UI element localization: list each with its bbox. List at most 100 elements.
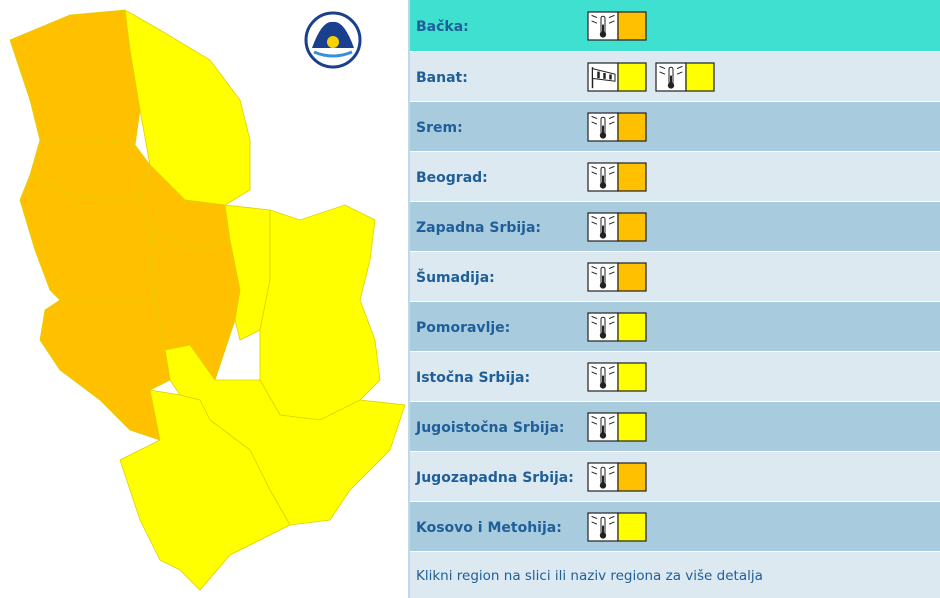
table-row bbox=[410, 152, 940, 202]
ray bbox=[591, 471, 598, 475]
ray bbox=[591, 421, 598, 425]
map-region[interactable] bbox=[259, 204, 381, 421]
ray bbox=[659, 65, 666, 70]
ray bbox=[608, 471, 615, 475]
ray bbox=[591, 365, 598, 370]
ray bbox=[608, 521, 615, 525]
temperature-icon bbox=[587, 312, 619, 342]
ray bbox=[676, 65, 683, 70]
map-region[interactable] bbox=[9, 9, 141, 146]
temperature-icon bbox=[587, 462, 619, 492]
ray bbox=[591, 171, 598, 175]
ray bbox=[591, 371, 598, 375]
temperature-icon bbox=[587, 162, 619, 192]
table-row bbox=[410, 302, 940, 352]
ray bbox=[608, 14, 615, 19]
region-name[interactable]: Istočna Srbija: bbox=[416, 370, 530, 386]
table-row bbox=[410, 402, 940, 452]
region-name[interactable]: Šumadija: bbox=[416, 268, 495, 286]
ray bbox=[591, 415, 598, 420]
ray bbox=[591, 115, 598, 120]
warning-level bbox=[617, 112, 647, 142]
ray bbox=[608, 465, 615, 470]
table-row bbox=[410, 352, 940, 402]
ray bbox=[591, 321, 598, 325]
ray bbox=[608, 165, 615, 170]
map bbox=[9, 9, 406, 591]
region-name[interactable]: Banat: bbox=[416, 70, 468, 86]
temperature-icon bbox=[587, 11, 619, 41]
ray bbox=[591, 515, 598, 520]
wind-icon bbox=[587, 62, 619, 92]
warning-level bbox=[617, 212, 647, 242]
ray bbox=[591, 14, 598, 19]
ray bbox=[608, 371, 615, 375]
thermo-bulb bbox=[667, 82, 675, 89]
logo bbox=[304, 11, 362, 69]
warning-level bbox=[617, 162, 647, 192]
ray bbox=[608, 215, 615, 220]
ray bbox=[608, 321, 615, 325]
ray bbox=[608, 121, 615, 125]
ray bbox=[608, 115, 615, 120]
warning-level bbox=[617, 62, 647, 92]
ray bbox=[608, 365, 615, 370]
warning-level bbox=[617, 512, 647, 542]
ray bbox=[591, 265, 598, 270]
ray bbox=[608, 265, 615, 270]
ray bbox=[608, 171, 615, 175]
map-region[interactable] bbox=[124, 9, 251, 206]
ray bbox=[591, 315, 598, 320]
warning-level bbox=[617, 11, 647, 41]
ray bbox=[591, 20, 598, 24]
table-row bbox=[410, 502, 940, 552]
region-name[interactable]: Kosovo i Metohija: bbox=[416, 520, 562, 536]
region-name[interactable]: Beograd: bbox=[416, 170, 488, 186]
ray bbox=[608, 221, 615, 225]
region-name[interactable]: Srem: bbox=[416, 120, 463, 136]
ray bbox=[676, 71, 683, 75]
region-name[interactable]: Jugozapadna Srbija: bbox=[415, 470, 574, 486]
warning-level bbox=[685, 62, 715, 92]
ray bbox=[608, 271, 615, 275]
temperature-icon bbox=[587, 212, 619, 242]
temperature-icon bbox=[655, 62, 687, 92]
map-region[interactable] bbox=[119, 389, 291, 591]
temperature-icon bbox=[587, 362, 619, 392]
temperature-icon bbox=[587, 412, 619, 442]
temperature-icon bbox=[587, 512, 619, 542]
footer-hint: Klikni region na slici ili naziv regiona… bbox=[416, 568, 763, 584]
table-row bbox=[410, 0, 940, 52]
table-row bbox=[410, 252, 940, 302]
warning-level bbox=[617, 362, 647, 392]
region-name[interactable]: Jugoistočna Srbija: bbox=[415, 420, 565, 436]
table-row bbox=[410, 102, 940, 152]
region-name[interactable]: Pomoravlje: bbox=[416, 320, 510, 336]
ray bbox=[608, 415, 615, 420]
map-region[interactable] bbox=[39, 299, 171, 441]
ray bbox=[591, 221, 598, 225]
ray bbox=[591, 465, 598, 470]
region-name[interactable]: Zapadna Srbija: bbox=[416, 220, 541, 236]
ray bbox=[608, 315, 615, 320]
warning-level bbox=[617, 462, 647, 492]
region-table: Bačka: Banat: Srem: Beograd: Zapadna Srbija:… bbox=[410, 0, 940, 598]
warning-level bbox=[617, 262, 647, 292]
footer-row bbox=[410, 552, 940, 598]
warning-level bbox=[617, 412, 647, 442]
ray bbox=[591, 165, 598, 170]
ray bbox=[591, 121, 598, 125]
ray bbox=[591, 215, 598, 220]
ray bbox=[591, 521, 598, 525]
table-row bbox=[410, 202, 940, 252]
ray bbox=[659, 71, 666, 75]
temperature-icon bbox=[587, 112, 619, 142]
ray bbox=[608, 421, 615, 425]
ray bbox=[608, 515, 615, 520]
ray bbox=[591, 271, 598, 275]
temperature-icon bbox=[587, 262, 619, 292]
region-name[interactable]: Bačka: bbox=[416, 19, 469, 35]
ray bbox=[608, 20, 615, 24]
